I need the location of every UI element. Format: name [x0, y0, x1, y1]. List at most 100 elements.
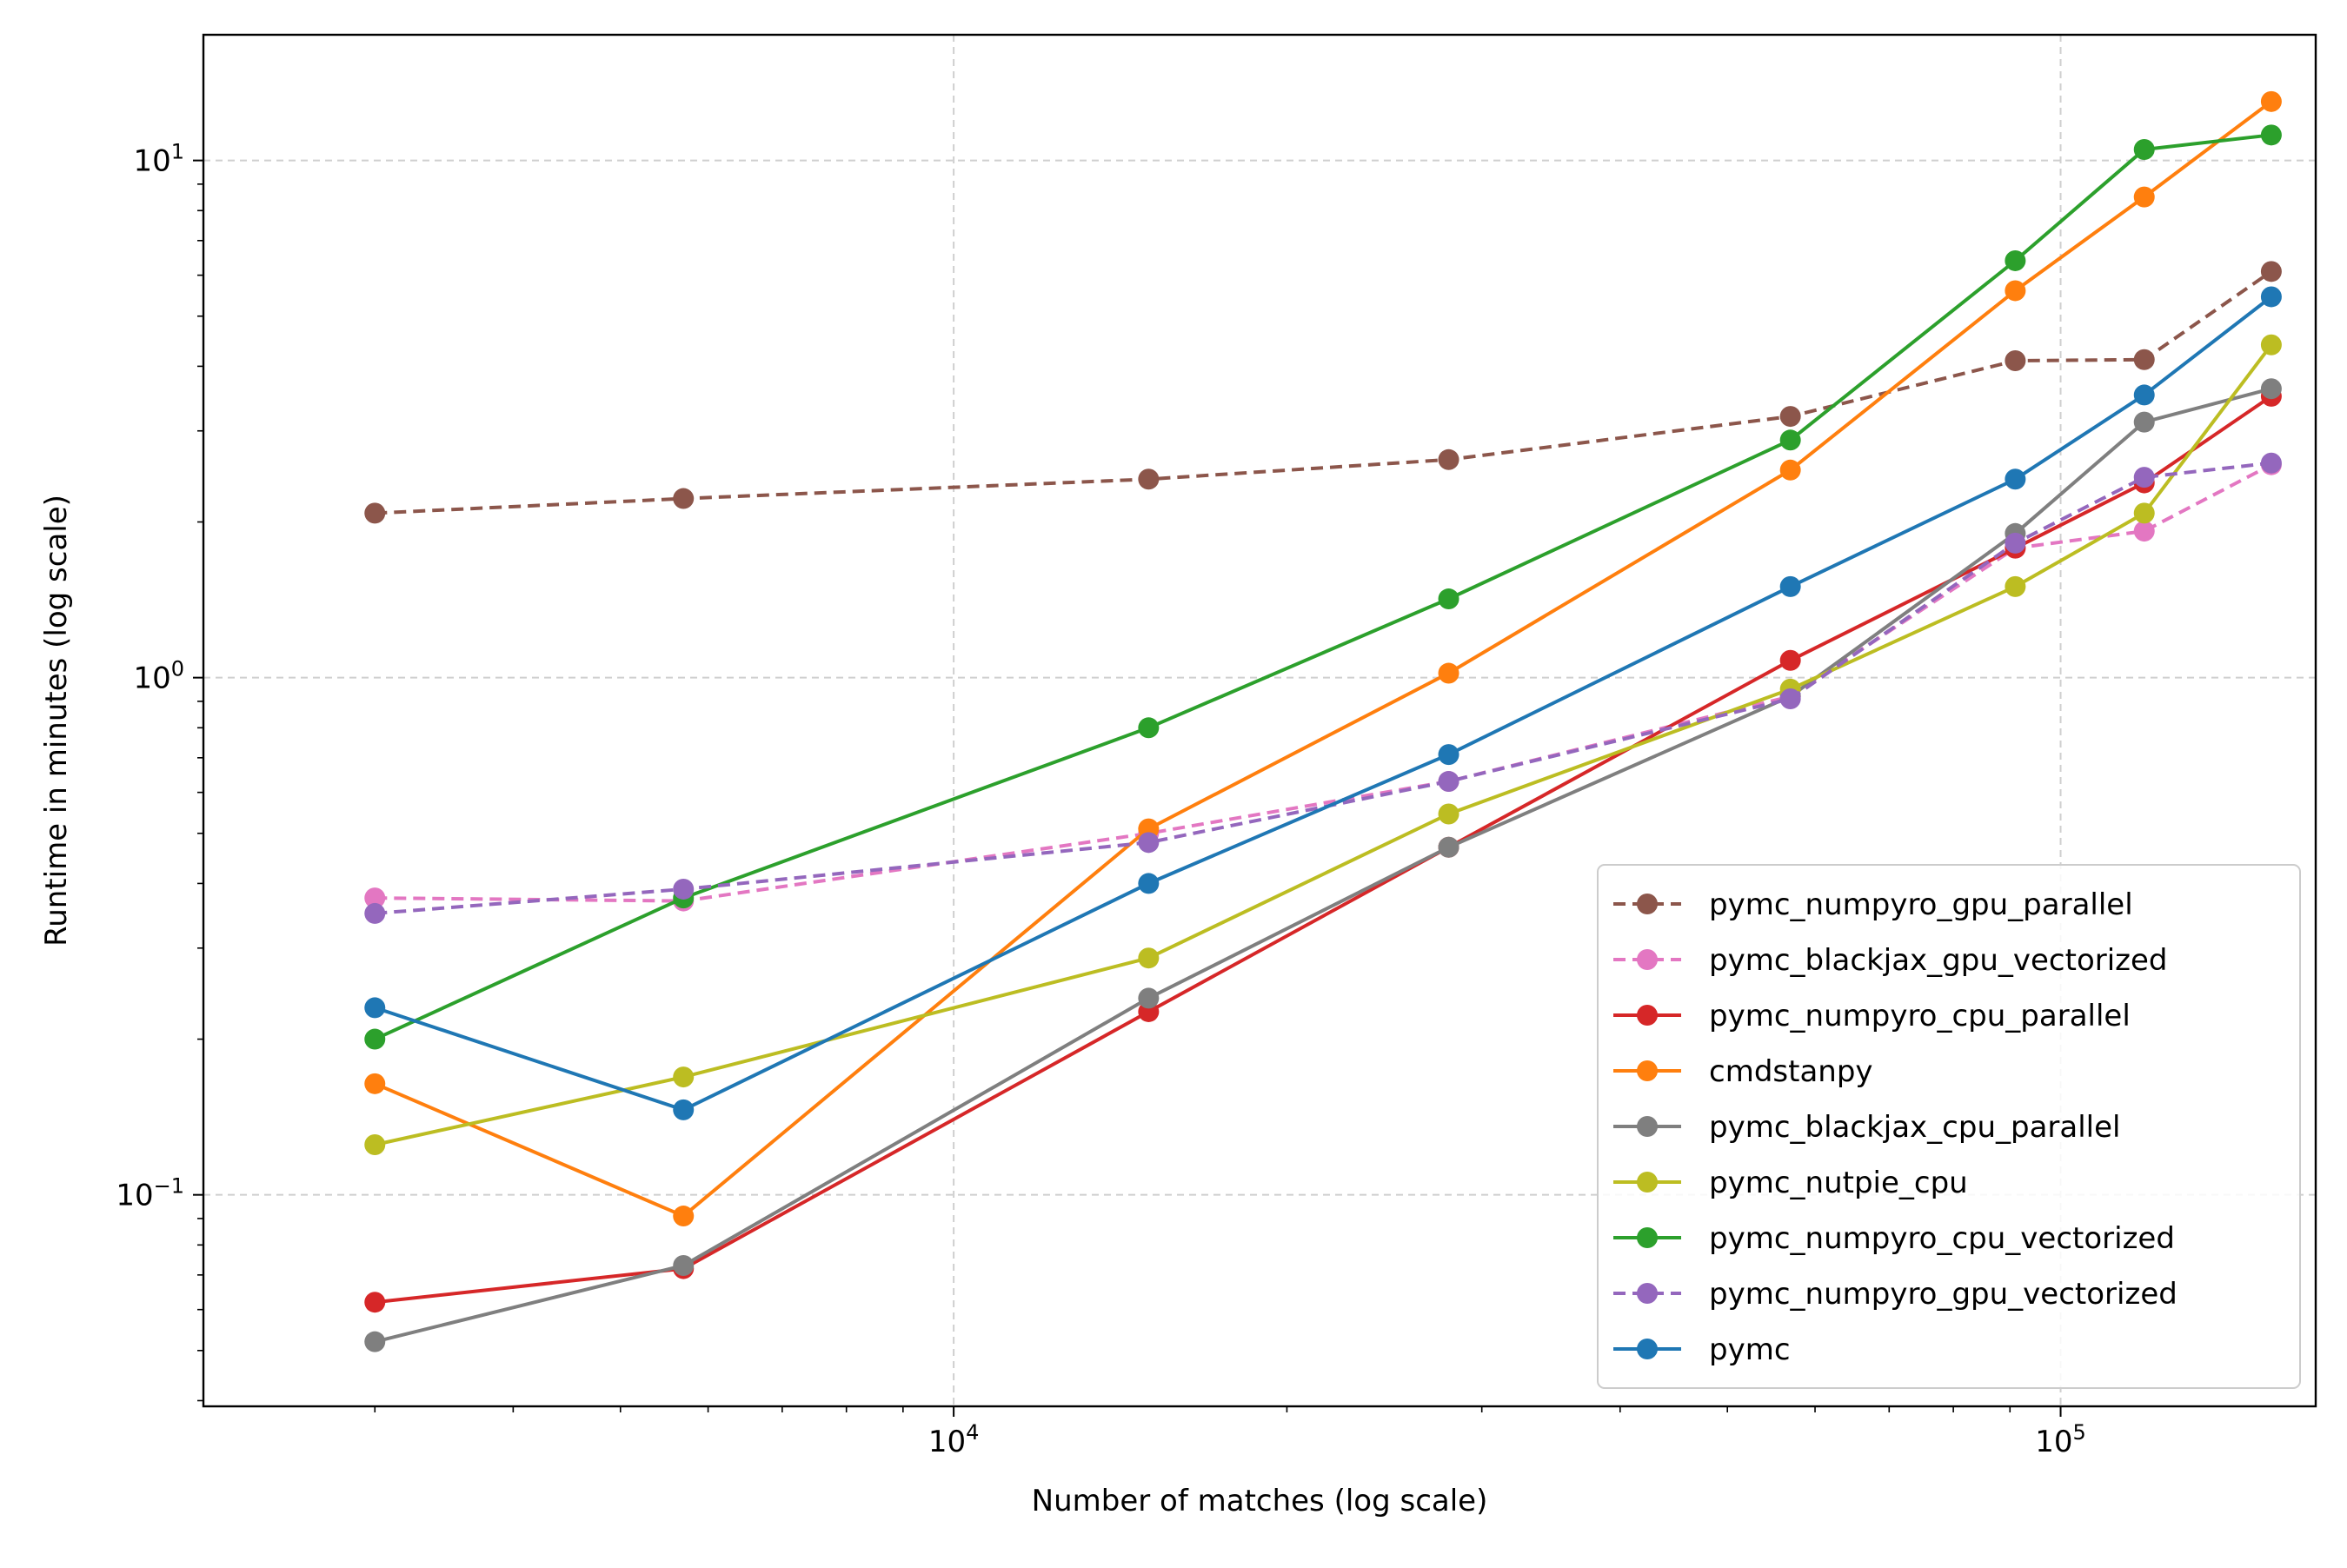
data-point [2260, 124, 2282, 146]
legend-marker [1637, 1339, 1658, 1359]
data-point [2133, 384, 2155, 406]
data-point [2260, 378, 2282, 400]
data-point [2005, 575, 2026, 597]
data-point [673, 1254, 695, 1276]
series-pymc [364, 286, 2282, 1120]
series-line [375, 269, 2273, 515]
series-line [375, 461, 2272, 915]
data-point [673, 1066, 695, 1088]
data-point [1438, 448, 1459, 470]
legend-label: cmdstanpy [1709, 1054, 1873, 1089]
data-point [364, 887, 386, 909]
legend-item: pymc_numpyro_cpu_vectorized [1613, 1221, 2175, 1256]
data-point [2133, 521, 2155, 542]
legend-marker [1637, 1283, 1658, 1304]
legend-marker [1637, 1227, 1658, 1248]
data-point [2133, 186, 2155, 208]
series-line [375, 395, 2273, 1305]
data-point [673, 1206, 695, 1227]
legend-item: pymc_numpyro_cpu_parallel [1613, 999, 2131, 1033]
legend-marker [1637, 1116, 1658, 1137]
y-tick-label: 10−1 [116, 1174, 184, 1213]
data-point [1779, 688, 1801, 710]
legend-label: pymc_numpyro_gpu_vectorized [1709, 1277, 2177, 1312]
data-point [364, 902, 386, 924]
data-point [364, 1073, 386, 1094]
series-cmdstanpy [364, 90, 2282, 1227]
legend-label: pymc_numpyro_gpu_parallel [1709, 887, 2133, 922]
data-point [1438, 588, 1459, 610]
series-pymc_numpyro_cpu_vectorized [364, 124, 2282, 1050]
data-point [1138, 873, 1160, 894]
data-point [2005, 532, 2026, 554]
data-point [2260, 261, 2282, 282]
x-tick-label: 104 [928, 1420, 980, 1459]
series-pymc_blackjax_cpu_parallel [364, 378, 2282, 1352]
legend-label: pymc_numpyro_cpu_parallel [1709, 999, 2131, 1033]
legend-label: pymc_blackjax_gpu_vectorized [1709, 943, 2168, 978]
data-point [2260, 90, 2282, 112]
data-point [1779, 575, 1801, 597]
data-point [1138, 717, 1160, 739]
data-point [1438, 803, 1459, 825]
legend-label: pymc [1709, 1332, 1791, 1367]
series-line [374, 100, 2273, 1218]
data-point [2260, 334, 2282, 355]
data-point [2005, 280, 2026, 302]
legend-marker [1637, 1172, 1658, 1193]
series-pymc_numpyro_gpu_vectorized [364, 452, 2282, 924]
series-line [374, 343, 2273, 1146]
series-line [374, 295, 2273, 1112]
data-point [2133, 502, 2155, 524]
data-point [2260, 452, 2282, 474]
series-line [375, 462, 2272, 903]
data-point [673, 488, 695, 509]
data-point [1138, 468, 1160, 490]
legend-label: pymc_blackjax_cpu_parallel [1709, 1110, 2120, 1145]
data-point [1779, 649, 1801, 671]
legend-marker [1637, 894, 1658, 914]
data-point [1779, 429, 1801, 451]
axes-frame [202, 33, 2317, 1408]
legend-item: pymc_numpyro_gpu_parallel [1613, 887, 2133, 922]
data-point [1138, 987, 1160, 1009]
legend-item: pymc_nutpie_cpu [1613, 1166, 1968, 1200]
data-point [364, 1134, 386, 1156]
data-point [673, 878, 695, 900]
data-point [364, 997, 386, 1019]
y-axis-label: Runtime in minutes (log scale) [39, 495, 74, 947]
legend-item: pymc [1613, 1332, 1791, 1367]
y-tick-label: 101 [133, 140, 184, 179]
data-point [1779, 459, 1801, 481]
series-pymc_numpyro_gpu_parallel [364, 261, 2282, 524]
legend-marker [1637, 1060, 1658, 1081]
series-pymc_nutpie_cpu [364, 334, 2282, 1156]
series-line [374, 387, 2272, 1344]
data-point [2005, 350, 2026, 372]
data-point [2133, 467, 2155, 488]
legend-box [1597, 864, 2301, 1389]
legend-item: pymc_blackjax_gpu_vectorized [1613, 943, 2168, 978]
data-point [1438, 744, 1459, 766]
data-point [2133, 139, 2155, 161]
data-point [1779, 406, 1801, 428]
x-tick-label: 105 [2035, 1420, 2086, 1459]
data-point [1138, 947, 1160, 969]
legend-item: cmdstanpy [1613, 1054, 1873, 1089]
data-point [1438, 836, 1459, 858]
legend-marker [1637, 949, 1658, 970]
data-point [364, 502, 386, 524]
data-point [2133, 349, 2155, 370]
data-point [364, 1331, 386, 1352]
legend-item: pymc_numpyro_gpu_vectorized [1613, 1277, 2177, 1312]
data-point [673, 1099, 695, 1120]
x-axis-label: Number of matches (log scale) [1032, 1484, 1488, 1518]
data-point [1438, 662, 1459, 684]
y-tick-label: 100 [133, 657, 184, 696]
data-point [1138, 832, 1160, 854]
data-point [2005, 249, 2026, 271]
data-point [2005, 468, 2026, 490]
data-point [364, 1028, 386, 1050]
